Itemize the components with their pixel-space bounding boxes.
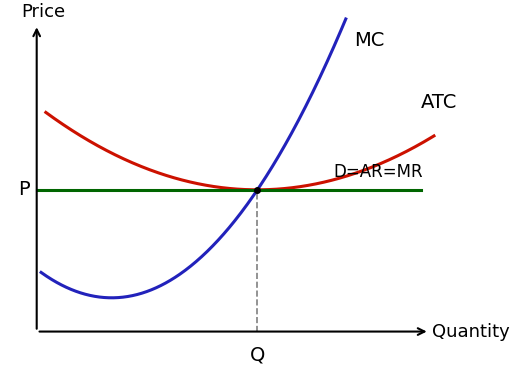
- Text: MC: MC: [355, 31, 385, 50]
- Text: Price: Price: [22, 3, 66, 21]
- Text: P: P: [18, 180, 30, 199]
- Text: ATC: ATC: [421, 93, 457, 112]
- Text: Quantity: Quantity: [432, 322, 509, 340]
- Text: D=AR=MR: D=AR=MR: [333, 163, 423, 182]
- Text: Q: Q: [250, 345, 265, 364]
